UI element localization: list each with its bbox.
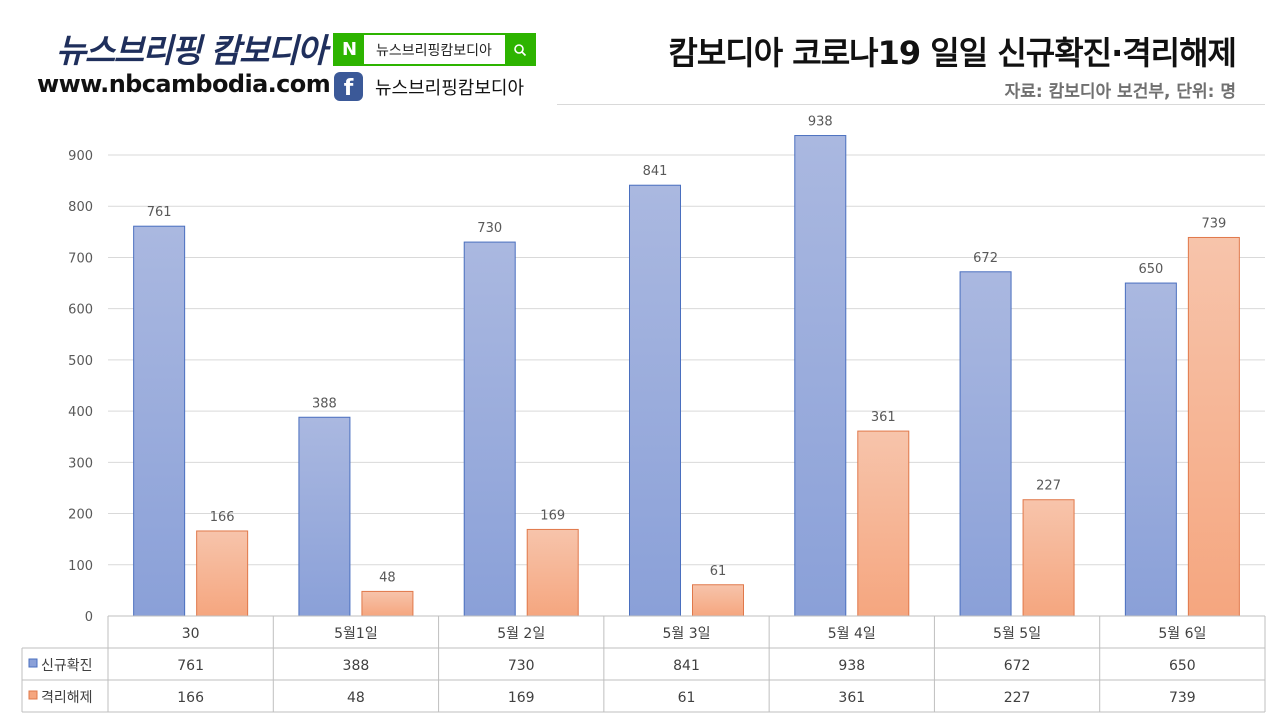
table-cell: 938 (838, 658, 865, 674)
brand-url[interactable]: www.nbcambodia.com (37, 70, 331, 98)
table-cell: 169 (508, 690, 535, 706)
x-tick-label: 5월 2일 (497, 626, 545, 642)
data-label: 650 (1138, 262, 1163, 277)
data-label: 739 (1201, 216, 1226, 231)
legend-swatch (28, 658, 38, 668)
data-label: 48 (379, 570, 396, 585)
data-label: 841 (643, 164, 668, 179)
x-tick-label: 30 (182, 626, 200, 642)
y-tick-label: 600 (68, 303, 93, 318)
y-tick-label: 300 (68, 456, 93, 471)
table-cell: 61 (678, 690, 696, 706)
x-tick-label: 5월 3일 (662, 626, 710, 642)
naver-search-box[interactable]: N 뉴스브리핑캄보디아 (333, 33, 536, 66)
table-cell: 48 (347, 690, 365, 706)
gridlines (108, 154, 1265, 566)
facebook-icon[interactable]: f (334, 72, 363, 101)
table-cell: 166 (177, 690, 204, 706)
chart-subtitle: 자료: 캄보디아 보건부, 단위: 명 (1004, 82, 1236, 102)
y-tick-label: 400 (68, 405, 93, 420)
y-tick-label: 900 (68, 149, 93, 164)
bar-new-cases (1124, 282, 1177, 617)
bar-released (857, 430, 910, 617)
data-labels: 761 388 730 841 938 672 650 166 48 169 61 361 227 739 (147, 115, 1227, 586)
data-label: 938 (808, 115, 833, 130)
facebook-page-name[interactable]: 뉴스브리핑캄보디아 (375, 78, 525, 99)
naver-logo-icon: N (335, 35, 364, 64)
data-label: 761 (147, 205, 172, 220)
x-tick-label: 5월 6일 (1158, 626, 1206, 642)
y-tick-label: 0 (85, 610, 93, 625)
y-tick-label: 700 (68, 251, 93, 266)
data-label: 227 (1036, 479, 1061, 494)
bar-new-cases (133, 225, 186, 617)
chart-title: 캄보디아 코로나19 일일 신규확진·격리해제 (668, 34, 1237, 72)
data-label: 672 (973, 251, 998, 266)
naver-search-text: 뉴스브리핑캄보디아 (376, 42, 492, 59)
data-label: 166 (210, 510, 235, 525)
data-label: 361 (871, 410, 896, 425)
table-cell: 388 (343, 658, 370, 674)
y-axis: 0 100 200 300 400 500 600 700 800 900 (68, 149, 93, 625)
bar-released (361, 590, 414, 617)
y-tick-label: 800 (68, 200, 93, 215)
table-cell: 650 (1169, 658, 1196, 674)
bar-new-cases (794, 135, 847, 617)
table-cell: 739 (1169, 690, 1196, 706)
data-label: 169 (540, 508, 565, 523)
legend-swatch (28, 690, 38, 700)
bars (133, 135, 1240, 617)
data-label: 730 (477, 221, 502, 236)
table-cell: 227 (1004, 690, 1031, 706)
table-cell: 672 (1004, 658, 1031, 674)
header-divider (557, 104, 1265, 105)
table-cell: 761 (177, 658, 204, 674)
y-tick-label: 100 (68, 559, 93, 574)
bar-new-cases (629, 184, 681, 617)
table-cell: 730 (508, 658, 535, 674)
bar-released (196, 530, 249, 617)
legend-label: 격리해제 (41, 690, 93, 706)
data-label: 61 (710, 564, 727, 579)
y-tick-label: 500 (68, 354, 93, 369)
legend-label: 신규확진 (41, 658, 93, 674)
x-tick-label: 5월 5일 (993, 626, 1041, 642)
x-tick-label: 5월 4일 (828, 626, 876, 642)
bar-released (526, 528, 579, 617)
table-cell: 361 (838, 690, 865, 706)
data-label: 388 (312, 396, 337, 411)
bar-new-cases (463, 241, 516, 617)
bar-new-cases (959, 271, 1012, 617)
search-icon[interactable] (505, 35, 534, 64)
table-cell: 841 (673, 658, 700, 674)
y-tick-label: 200 (68, 508, 93, 523)
x-tick-label: 5월1일 (334, 626, 378, 642)
bar-released (1187, 236, 1240, 617)
bar-released (1022, 499, 1075, 617)
brand-title: 뉴스브리핑 캄보디아 (56, 31, 327, 70)
bar-new-cases (298, 416, 351, 617)
bar-released (692, 584, 744, 617)
